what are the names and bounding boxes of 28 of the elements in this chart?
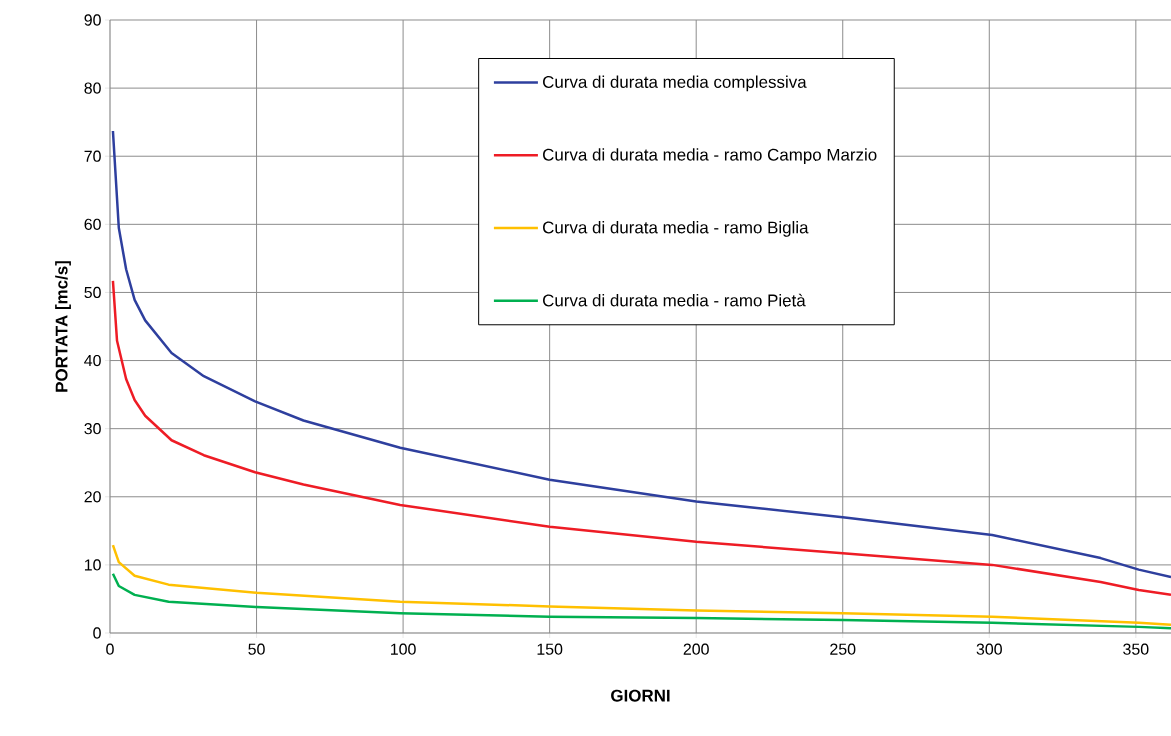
- y-tick-label: 50: [84, 286, 101, 299]
- y-tick-label: 20: [84, 491, 101, 503]
- y-tick-label: 70: [84, 150, 101, 162]
- x-tick-label: 100: [391, 643, 416, 655]
- x-tick-label: 150: [537, 643, 563, 655]
- y-tick-label: 90: [84, 14, 101, 26]
- x-axis-title: GIORNI: [611, 689, 670, 702]
- y-tick-label: 60: [84, 218, 101, 230]
- y-axis-title: PORTATA [mc/s]: [55, 261, 71, 392]
- x-tick-label: 200: [683, 643, 709, 655]
- x-tick-label: 350: [1123, 643, 1149, 655]
- legend-label: Curva di durata media - ramo Campo Marzio: [543, 148, 877, 165]
- y-tick-label: 10: [84, 559, 101, 571]
- y-tick-label: 0: [93, 627, 101, 639]
- x-tick-label: 300: [976, 643, 1002, 655]
- legend-label: Curva di durata media - ramo Biglia: [543, 221, 809, 237]
- legend-label: Curva di durata media complessiva: [543, 75, 807, 92]
- line-series: [111, 279, 1171, 597]
- y-tick-label: 40: [84, 354, 101, 367]
- line-series: [111, 129, 1171, 579]
- line-series: [111, 572, 1171, 630]
- y-tick-label: 80: [84, 82, 101, 94]
- line-series: [111, 543, 1171, 627]
- y-tick-label: 30: [84, 423, 101, 435]
- x-tick-label: 50: [248, 643, 265, 655]
- x-tick-label: 0: [106, 643, 114, 655]
- x-tick-label: 250: [830, 643, 856, 655]
- legend-label: Curva di durata media - ramo Pietà: [543, 293, 806, 307]
